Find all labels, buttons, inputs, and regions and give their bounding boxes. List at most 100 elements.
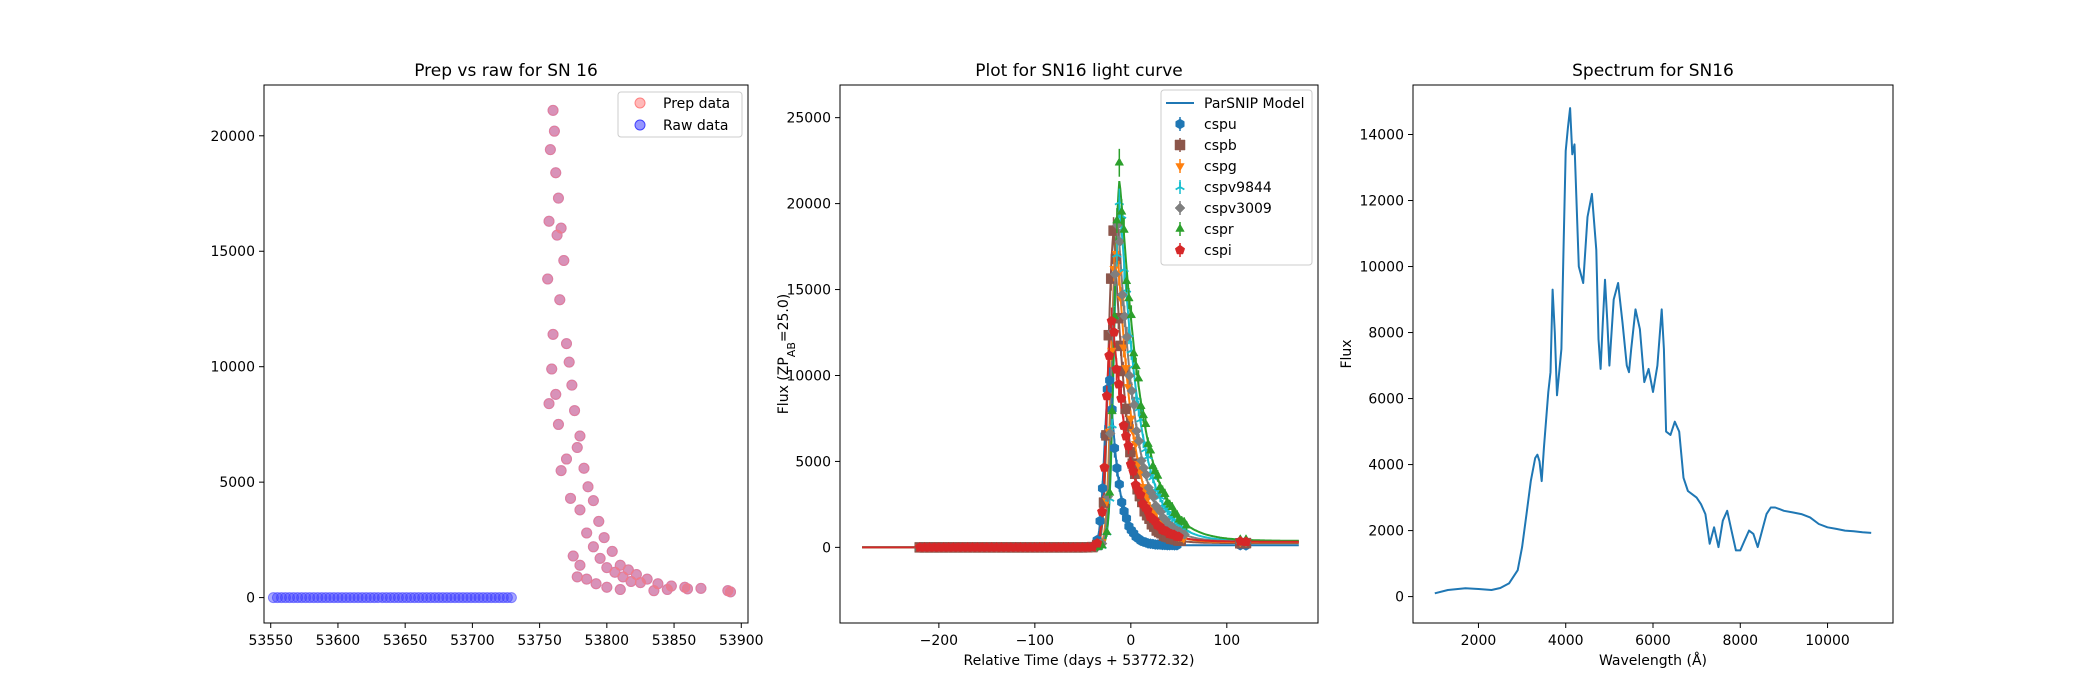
observation-point [1112, 462, 1122, 474]
observation-point [1114, 157, 1125, 166]
raw-data-point [340, 592, 352, 604]
observation-point [1121, 365, 1131, 374]
observation-point [1109, 326, 1120, 337]
observation-point [1131, 360, 1141, 370]
legend-label: cspi [1204, 243, 1232, 259]
raw-data-point [364, 592, 376, 604]
raw-data-point [485, 592, 497, 604]
plot-area [267, 104, 737, 604]
light-curve-panel: −200 −100 0 100 0 5000 10000 15000 20000 25000 Plo… [776, 61, 1319, 669]
prep-data-point [554, 294, 566, 306]
raw-data-point [320, 592, 332, 604]
raw-data-point [401, 592, 413, 604]
observation-point [1128, 399, 1140, 411]
observation-point [1107, 405, 1117, 415]
y-tick-label: 25000 [786, 111, 831, 127]
x-tick-label: 0 [1126, 633, 1135, 649]
y-tick-label: 4000 [1368, 458, 1404, 474]
y-tick-label: 0 [822, 540, 831, 556]
observation-point [1109, 268, 1121, 280]
prep-data-point [625, 575, 637, 587]
observation-point [1118, 344, 1129, 353]
observation-point [1133, 435, 1145, 447]
raw-data-point [372, 592, 384, 604]
raw-data-point [384, 592, 396, 604]
observation-point [1133, 373, 1144, 382]
x-tick-label: 6000 [1635, 633, 1671, 649]
prep-data-point [648, 585, 660, 597]
raw-data-point [421, 592, 433, 604]
raw-data-point [288, 592, 300, 604]
raw-data-point [413, 592, 425, 604]
raw-data-point [368, 592, 380, 604]
prep-data-point [581, 527, 593, 539]
model-curve [862, 230, 1299, 549]
legend-marker [1175, 118, 1185, 130]
raw-data-point [380, 592, 392, 604]
prep-data-point [547, 328, 559, 340]
raw-data-point [271, 592, 283, 604]
observation-point [1101, 390, 1112, 401]
x-tick-label: 53750 [517, 633, 562, 649]
raw-data-point [449, 592, 461, 604]
prep-data-point [567, 550, 579, 562]
raw-data-point [441, 592, 453, 604]
observation-point [1140, 469, 1152, 481]
observation-point [1119, 310, 1130, 322]
observation-point [1173, 531, 1184, 541]
observation-point [1128, 347, 1139, 357]
prep-data-point [614, 584, 626, 596]
observation-point [1104, 350, 1115, 360]
observation-point [1114, 479, 1124, 490]
y-tick-label: 20000 [210, 129, 255, 145]
y-tick-label: 12000 [1359, 194, 1404, 210]
x-tick-label: 53850 [652, 633, 697, 649]
observation-point [1120, 403, 1131, 415]
model-curve [862, 376, 1299, 549]
y-tick-label: 2000 [1368, 524, 1404, 540]
prep-data-point [593, 515, 605, 527]
raw-data-point [336, 592, 348, 604]
prep-data-point [544, 144, 556, 156]
prep-data-point [550, 388, 562, 400]
legend-marker [1175, 223, 1185, 232]
raw-data-point [477, 592, 489, 604]
observation-point [1121, 331, 1133, 343]
observation-point [1112, 249, 1122, 258]
raw-data-point [497, 592, 509, 604]
observation-point [1099, 462, 1110, 472]
raw-data-point [433, 592, 445, 604]
prep-data-point [725, 586, 737, 598]
x-tick-label: 4000 [1548, 633, 1584, 649]
observation-point [1140, 418, 1151, 427]
raw-data-point [501, 592, 513, 604]
model-curve [862, 238, 1299, 549]
x-tick-label: 53550 [248, 633, 293, 649]
raw-data-point [275, 592, 287, 604]
observation-point [1126, 309, 1137, 319]
legend-label: cspr [1204, 222, 1234, 238]
raw-data-point [473, 592, 485, 604]
prep-data-point [634, 577, 646, 589]
raw-data-point [388, 592, 400, 604]
observation-point [1148, 491, 1159, 503]
observation-point [1097, 506, 1108, 516]
model-curve [862, 221, 1299, 549]
model-curve [862, 318, 1299, 549]
raw-data-point [304, 592, 316, 604]
spectrum-panel: 2000 4000 6000 8000 10000 0 2000 4000 6000 8000 10… [1339, 61, 1894, 669]
observation-point [1181, 520, 1192, 529]
observation-point [1119, 264, 1129, 273]
raw-data-point [328, 592, 340, 604]
observation-point [1126, 415, 1136, 424]
raw-data-point [465, 592, 477, 604]
legend-marker [634, 119, 646, 131]
x-tick-label: 53700 [450, 633, 495, 649]
prep-data-point [606, 545, 618, 557]
prep-data-point [587, 541, 599, 553]
observation-point [1092, 537, 1103, 548]
chart-title: Prep vs raw for SN 16 [414, 61, 598, 81]
axes-frame [839, 84, 1319, 624]
observation-point [1241, 536, 1252, 547]
